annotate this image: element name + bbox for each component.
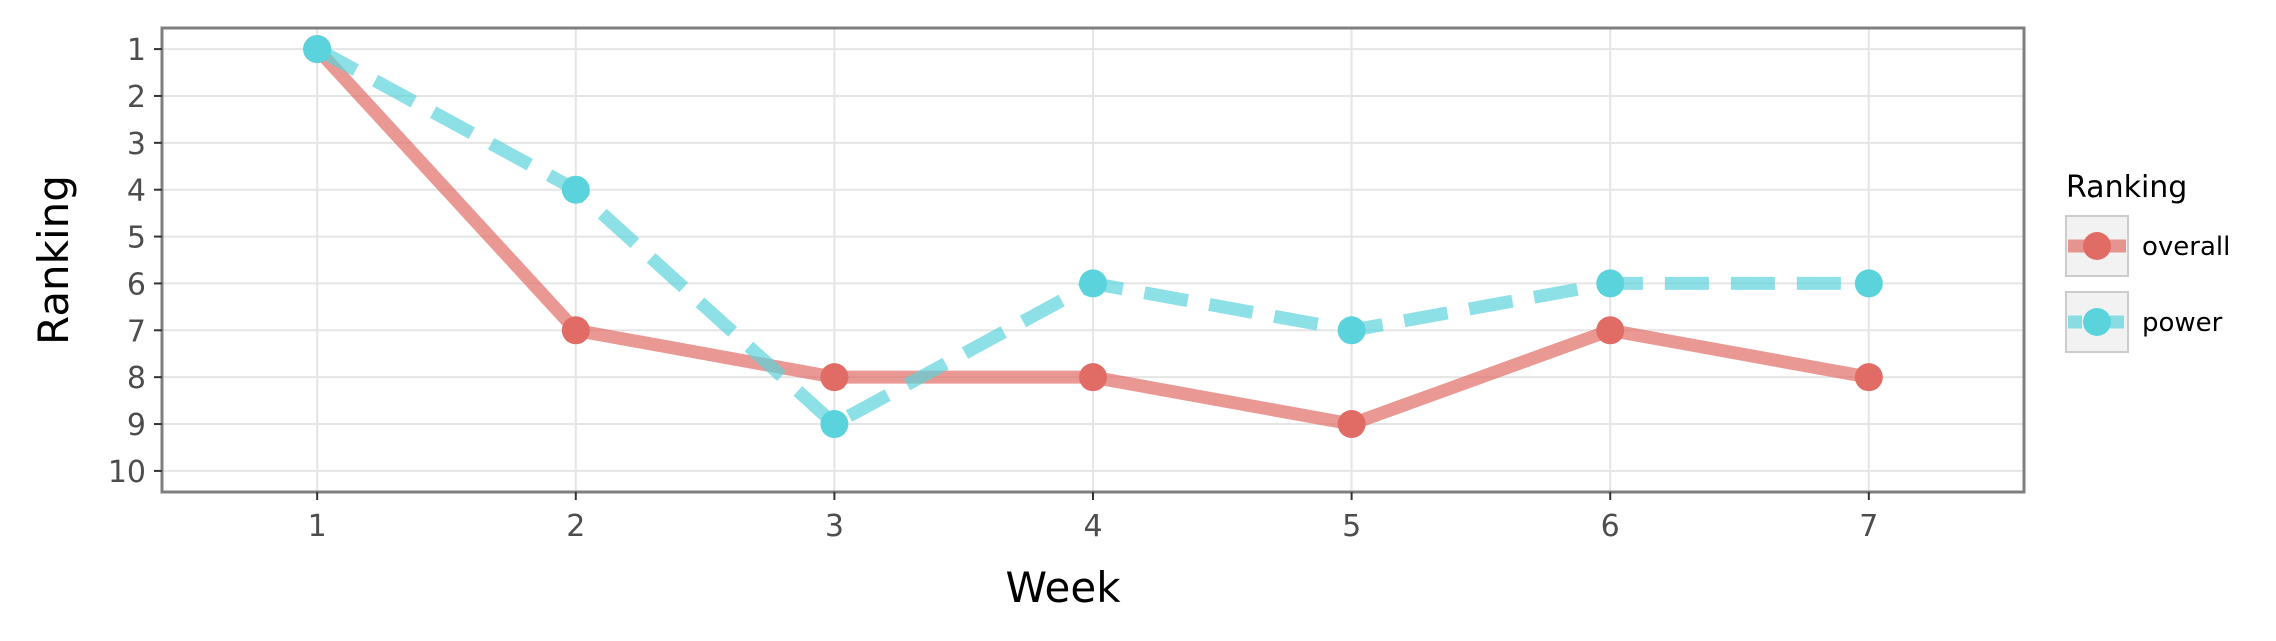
y-tick-label: 10 — [108, 455, 146, 490]
y-tick-label: 8 — [127, 361, 146, 396]
y-tick-label: 9 — [127, 408, 146, 443]
data-point-power — [820, 410, 849, 439]
data-point-power — [1596, 269, 1625, 298]
y-tick-label: 3 — [127, 127, 146, 162]
y-tick-label: 2 — [127, 80, 146, 115]
data-point-overall — [1079, 363, 1107, 392]
x-tick-label: 5 — [1342, 509, 1361, 544]
data-point-overall — [1854, 363, 1883, 392]
y-tick-label: 5 — [127, 221, 146, 256]
y-axis-title: Ranking — [29, 175, 78, 345]
legend-label: power — [2142, 308, 2223, 338]
x-tick-label: 2 — [566, 509, 585, 544]
x-tick-label: 3 — [825, 509, 844, 544]
x-tick-label: 4 — [1083, 509, 1102, 544]
legend-key-point — [2083, 232, 2111, 260]
y-tick-label: 7 — [127, 314, 146, 349]
data-point-power — [1854, 269, 1883, 298]
legend: Ranking overall power — [2065, 170, 2230, 353]
x-tick-label: 7 — [1859, 509, 1878, 544]
series-layer — [303, 35, 1883, 439]
data-point-overall — [561, 316, 590, 345]
legend-item-power: power — [2065, 291, 2223, 353]
x-tick-label: 1 — [308, 509, 327, 544]
series-power — [303, 35, 1883, 439]
legend-label: overall — [2142, 232, 2230, 262]
y-tick-label: 1 — [127, 33, 146, 68]
legend-title: Ranking — [2066, 170, 2187, 205]
y-tick-label: 6 — [127, 267, 146, 302]
data-point-power — [1079, 269, 1107, 298]
axes: 1 2 3 4 5 6 7 1 2 3 4 5 6 7 8 9 10 — [108, 33, 1879, 544]
data-point-power — [303, 35, 332, 64]
data-point-overall — [820, 363, 849, 392]
legend-key-point — [2083, 308, 2111, 336]
x-tick-label: 6 — [1601, 509, 1620, 544]
data-point-overall — [1337, 410, 1366, 439]
grid-lines — [162, 28, 2024, 492]
data-point-power — [1337, 316, 1366, 345]
legend-item-overall: overall — [2065, 215, 2230, 277]
data-point-power — [561, 175, 590, 204]
x-axis-title: Week — [1005, 563, 1121, 612]
data-point-overall — [1596, 316, 1625, 345]
y-tick-label: 4 — [127, 174, 146, 209]
